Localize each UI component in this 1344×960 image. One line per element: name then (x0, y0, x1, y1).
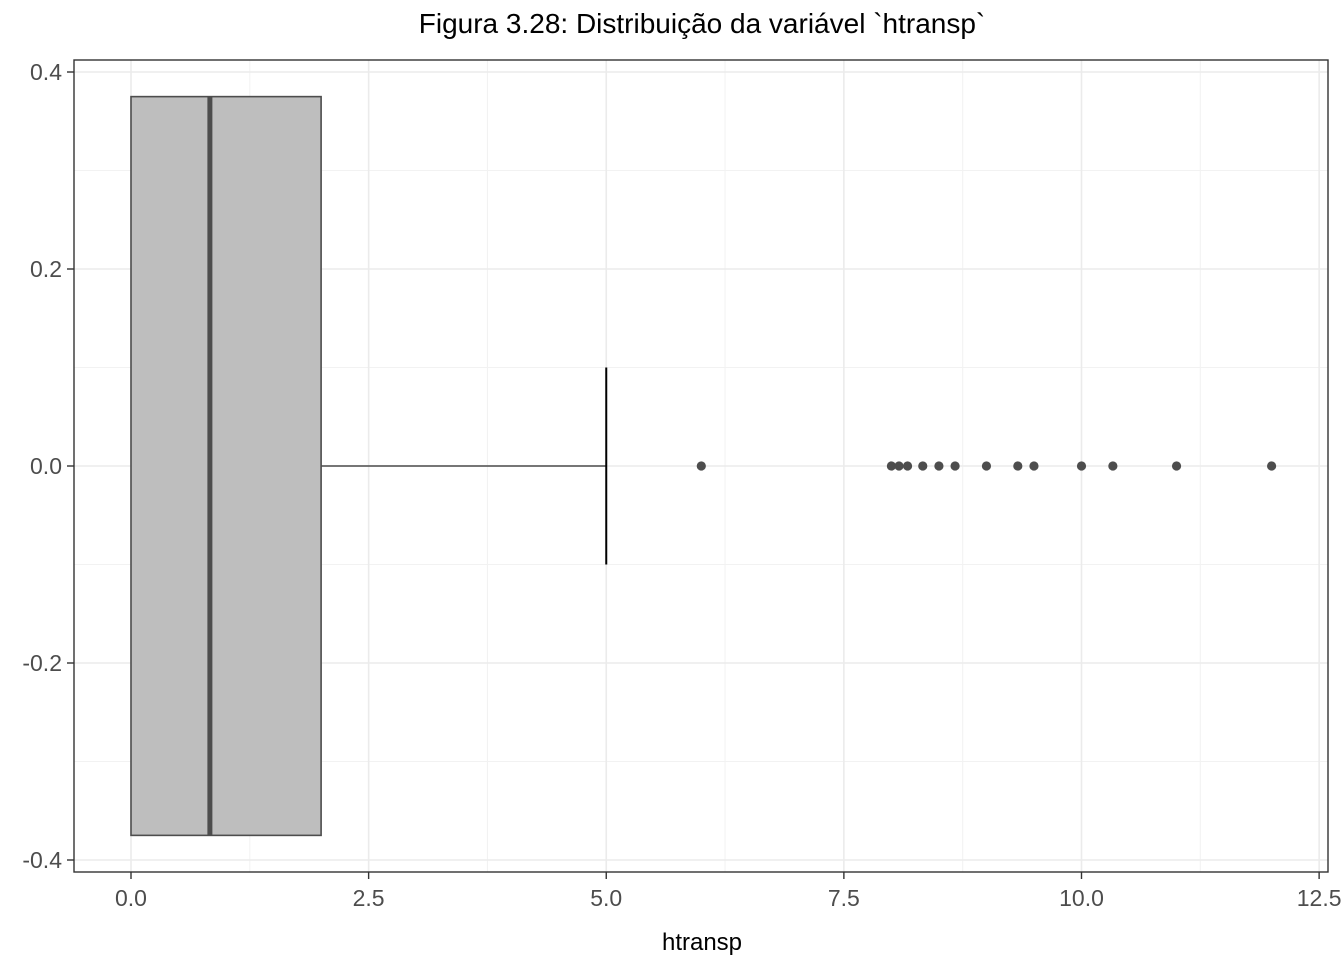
x-tick-label: 7.5 (828, 885, 860, 911)
chart-title: Figura 3.28: Distribuição da variável `h… (419, 8, 985, 39)
y-tick-label: -0.4 (22, 847, 62, 873)
box-layer (130, 95, 608, 837)
outlier-point (1013, 461, 1023, 471)
outlier-point (894, 461, 904, 471)
y-tick-label: 0.0 (30, 453, 62, 479)
x-tick-label: 12.5 (1297, 885, 1342, 911)
outlier-point (934, 461, 944, 471)
outlier-point (918, 461, 928, 471)
y-tick-label: 0.4 (30, 59, 62, 85)
x-tick-label: 0.0 (115, 885, 147, 911)
x-tick-label: 10.0 (1059, 885, 1104, 911)
outlier-point (1029, 461, 1039, 471)
y-tick-label: 0.2 (30, 256, 62, 282)
outlier-point (902, 461, 913, 471)
outlier-points (696, 461, 1277, 471)
y-axis: 0.4 0.2 0.0 -0.2 -0.4 (22, 59, 74, 873)
outlier-point (950, 461, 960, 471)
outlier-point (696, 461, 706, 471)
x-tick-label: 2.5 (353, 885, 385, 911)
x-axis: 0.0 2.5 5.0 7.5 10.0 12.5 (115, 872, 1342, 911)
x-axis-title: htransp (662, 929, 742, 956)
y-tick-label: -0.2 (22, 650, 62, 676)
outlier-point (981, 461, 992, 471)
box-iqr (130, 95, 322, 837)
outlier-point (1076, 461, 1087, 471)
outlier-point (1267, 461, 1277, 471)
x-tick-label: 5.0 (590, 885, 622, 911)
outlier-point (1108, 461, 1118, 471)
outlier-point (886, 461, 897, 471)
outlier-point (1171, 461, 1182, 471)
